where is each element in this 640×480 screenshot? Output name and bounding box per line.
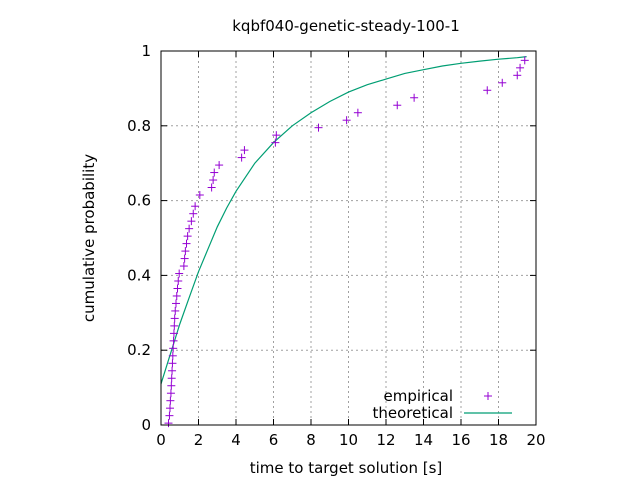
empirical-point bbox=[164, 419, 173, 428]
empirical-point bbox=[173, 284, 182, 293]
x-tick-label: 10 bbox=[339, 431, 358, 449]
legend-label-empirical: empirical bbox=[384, 387, 453, 405]
x-tick-label: 12 bbox=[376, 431, 395, 449]
x-tick-label: 18 bbox=[489, 431, 508, 449]
empirical-point bbox=[215, 161, 224, 170]
empirical-point bbox=[171, 306, 180, 315]
empirical-point bbox=[240, 146, 249, 155]
axes: 0 2 4 6 8 10 12 14 16 18 20 0 0.2 0.4 0.6 0.8 1 bbox=[127, 42, 545, 449]
y-tick-label: 0.2 bbox=[127, 341, 151, 359]
empirical-point bbox=[181, 247, 190, 256]
empirical-point bbox=[169, 336, 178, 345]
empirical-point bbox=[167, 374, 176, 383]
empirical-point bbox=[513, 71, 522, 80]
x-tick-label: 14 bbox=[414, 431, 433, 449]
x-tick-label: 20 bbox=[526, 431, 545, 449]
empirical-point bbox=[169, 344, 178, 353]
theoretical-line bbox=[160, 56, 527, 385]
empirical-point bbox=[168, 359, 177, 368]
empirical-point bbox=[483, 86, 492, 95]
empirical-point bbox=[166, 396, 175, 405]
empirical-point bbox=[195, 190, 204, 199]
empirical-point bbox=[185, 224, 194, 233]
legend-label-theoretical: theoretical bbox=[372, 404, 453, 422]
x-tick-label: 16 bbox=[451, 431, 470, 449]
y-tick-label: 0 bbox=[141, 416, 151, 434]
x-axis-label: time to target solution [s] bbox=[250, 459, 443, 477]
empirical-point bbox=[207, 183, 216, 192]
y-tick-label: 0.6 bbox=[127, 192, 151, 210]
x-tick-label: 6 bbox=[269, 431, 279, 449]
empirical-point bbox=[182, 239, 191, 248]
empirical-point bbox=[209, 176, 218, 185]
legend-marker-empirical bbox=[484, 392, 492, 400]
empirical-point bbox=[353, 108, 362, 117]
empirical-point bbox=[272, 131, 281, 140]
empirical-point bbox=[498, 78, 507, 87]
empirical-point bbox=[187, 217, 196, 226]
empirical-point bbox=[170, 321, 179, 330]
y-tick-label: 0.4 bbox=[127, 266, 151, 284]
empirical-point bbox=[165, 411, 174, 420]
empirical-point bbox=[314, 123, 323, 132]
empirical-series bbox=[164, 56, 529, 428]
empirical-point bbox=[520, 56, 529, 65]
empirical-point bbox=[191, 202, 200, 211]
empirical-point bbox=[410, 93, 419, 102]
empirical-point bbox=[210, 168, 219, 177]
empirical-point bbox=[175, 269, 184, 278]
empirical-point bbox=[180, 254, 189, 263]
empirical-point bbox=[168, 351, 177, 360]
empirical-point bbox=[167, 381, 176, 390]
empirical-point bbox=[393, 101, 402, 110]
theoretical-series bbox=[160, 56, 527, 385]
empirical-point bbox=[342, 116, 351, 125]
empirical-point bbox=[271, 138, 280, 147]
y-axis-label: cumulative probability bbox=[80, 154, 98, 322]
empirical-point bbox=[179, 262, 188, 271]
empirical-point bbox=[172, 291, 181, 300]
empirical-point bbox=[166, 389, 175, 398]
legend-marks bbox=[464, 392, 512, 414]
y-tick-label: 0.8 bbox=[127, 117, 151, 135]
empirical-point bbox=[168, 366, 177, 375]
x-tick-label: 2 bbox=[194, 431, 204, 449]
empirical-point bbox=[174, 277, 183, 286]
empirical-point bbox=[169, 329, 178, 338]
empirical-point bbox=[166, 404, 174, 413]
chart-title: kqbf040-genetic-steady-100-1 bbox=[232, 17, 460, 35]
empirical-point bbox=[189, 209, 198, 218]
empirical-point bbox=[516, 63, 525, 72]
empirical-point bbox=[183, 232, 192, 241]
x-tick-label: 4 bbox=[231, 431, 241, 449]
grid bbox=[161, 51, 536, 425]
empirical-point bbox=[172, 299, 180, 308]
x-tick-label: 0 bbox=[156, 431, 166, 449]
legend: empirical theoretical bbox=[372, 387, 512, 422]
empirical-point bbox=[237, 153, 246, 162]
x-tick-label: 8 bbox=[306, 431, 316, 449]
empirical-point bbox=[170, 314, 179, 323]
y-tick-label: 1 bbox=[141, 42, 151, 60]
